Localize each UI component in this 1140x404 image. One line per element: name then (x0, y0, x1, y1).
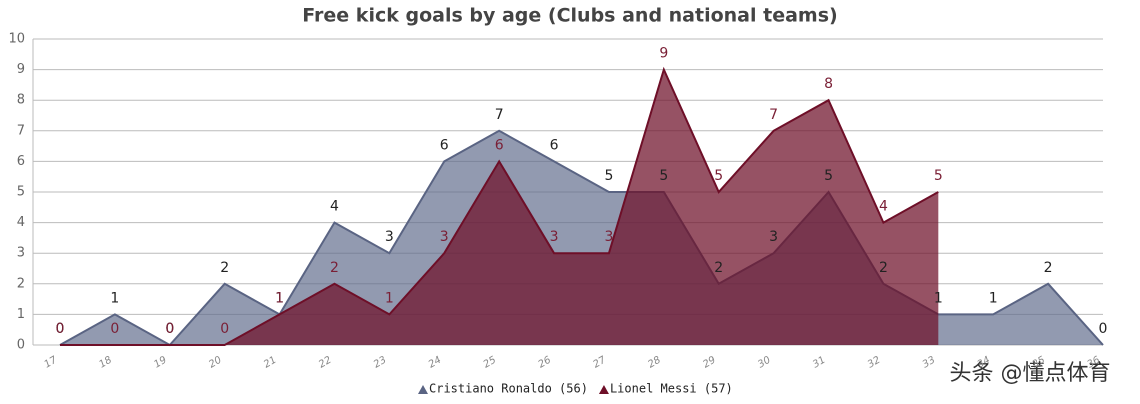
data-label: 3 (769, 229, 778, 245)
data-label: 0 (1099, 321, 1108, 337)
x-tick-label: 33 (921, 355, 938, 371)
data-label: 5 (824, 168, 833, 184)
data-label: 1 (275, 290, 284, 306)
y-tick-label: 8 (17, 93, 25, 108)
y-tick-label: 7 (17, 123, 25, 138)
x-tick-label: 21 (262, 355, 279, 371)
data-label: 0 (165, 321, 174, 337)
y-tick-label: 2 (17, 276, 25, 291)
x-tick-label: 29 (701, 355, 718, 371)
x-tick-label: 27 (591, 354, 608, 370)
data-label: 2 (1044, 260, 1053, 276)
data-label: 5 (934, 168, 943, 184)
data-label: 1 (275, 290, 284, 306)
data-label: 0 (56, 321, 65, 337)
data-label: 2 (879, 260, 888, 276)
x-tick-label: 20 (207, 355, 224, 371)
legend-label: Lionel Messi (57) (610, 382, 733, 396)
data-label: 0 (56, 321, 65, 337)
x-tick-label: 22 (317, 355, 334, 371)
y-tick-label: 0 (17, 338, 25, 353)
y-tick-label: 5 (17, 185, 25, 200)
x-tick-label: 17 (42, 354, 59, 370)
data-label: 7 (495, 107, 504, 123)
chart-title: Free kick goals by age (Clubs and nation… (302, 5, 837, 27)
series-line (60, 66, 939, 346)
y-tick-label: 10 (8, 32, 25, 47)
data-label: 3 (385, 229, 394, 245)
x-tick-label: 23 (372, 355, 389, 371)
y-tick-label: 9 (17, 62, 25, 77)
x-tick-label: 31 (811, 355, 828, 371)
data-label: 7 (769, 107, 778, 123)
x-tick-label: 19 (152, 355, 169, 371)
data-label: 5 (659, 168, 668, 184)
area-fill (60, 69, 939, 345)
x-tick-label: 26 (537, 355, 554, 371)
data-label: 3 (440, 229, 449, 245)
x-tick-label: 24 (427, 355, 444, 371)
data-label: 1 (110, 290, 119, 306)
data-label: 8 (824, 76, 833, 92)
watermark: 头条 @懂点体育 (950, 361, 1111, 386)
y-tick-label: 3 (17, 246, 25, 261)
x-tick-label: 25 (482, 355, 499, 371)
x-tick-label: 18 (97, 355, 114, 371)
legend-marker (418, 385, 428, 394)
data-label: 6 (550, 137, 559, 153)
data-label: 4 (879, 199, 888, 215)
data-label: 6 (440, 137, 449, 153)
data-label: 5 (714, 168, 723, 184)
x-tick-label: 32 (866, 355, 883, 371)
data-label: 3 (604, 229, 613, 245)
data-label: 5 (604, 168, 613, 184)
x-tick-label: 30 (756, 355, 773, 371)
data-label: 0 (220, 321, 229, 337)
legend-label: Cristiano Ronaldo (56) (429, 382, 588, 396)
data-label: 2 (714, 260, 723, 276)
data-label: 1 (989, 290, 998, 306)
data-label: 4 (330, 199, 339, 215)
data-label: 6 (495, 137, 504, 153)
data-label: 0 (110, 321, 119, 337)
y-tick-label: 4 (17, 215, 25, 230)
y-tick-label: 1 (17, 307, 25, 322)
data-label: 0 (165, 321, 174, 337)
data-label: 3 (550, 229, 559, 245)
y-tick-label: 6 (17, 154, 25, 169)
data-label: 1 (934, 290, 943, 306)
data-label: 2 (220, 260, 229, 276)
data-label: 1 (385, 290, 394, 306)
x-tick-label: 28 (646, 355, 663, 371)
data-label: 9 (659, 46, 668, 62)
legend-marker (598, 385, 609, 394)
data-label: 2 (330, 260, 339, 276)
